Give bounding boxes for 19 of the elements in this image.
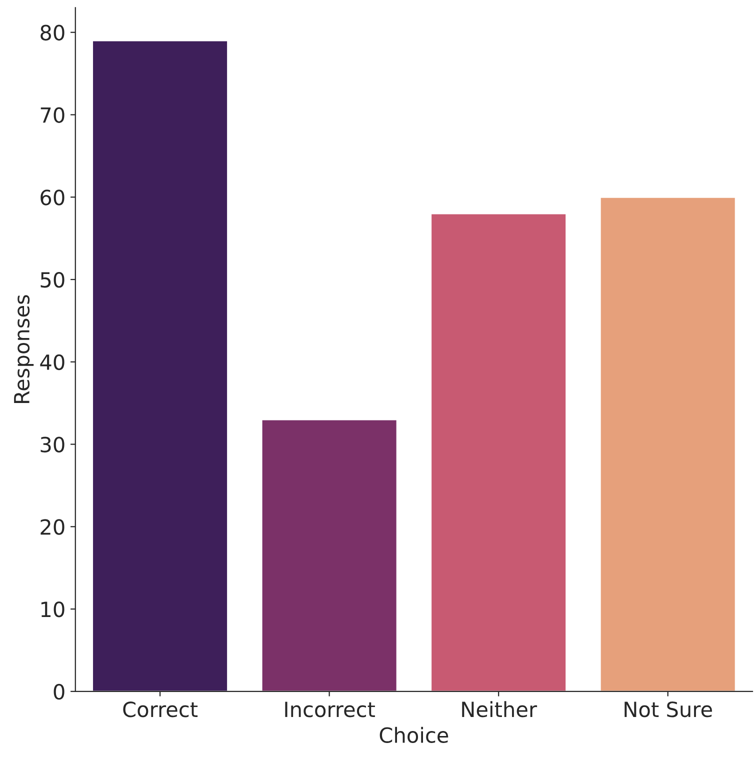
y-tick-label: 70 bbox=[40, 107, 64, 123]
y-tick-label: 0 bbox=[54, 684, 64, 700]
bar bbox=[92, 40, 228, 692]
x-tick-label: Incorrect bbox=[285, 702, 375, 718]
y-axis-title: Responses bbox=[14, 295, 34, 403]
y-tick-label: 10 bbox=[41, 601, 64, 618]
y-tick-label: 80 bbox=[40, 24, 64, 41]
x-axis-title: Choice bbox=[380, 726, 448, 743]
x-tick-label: Correct bbox=[123, 702, 198, 718]
y-tick-label: 50 bbox=[40, 272, 64, 288]
bar bbox=[260, 418, 398, 692]
x-tick-label: Not Sure bbox=[624, 702, 712, 718]
y-tick-label: 30 bbox=[40, 436, 64, 452]
y-tick-label: 40 bbox=[40, 354, 64, 370]
bar bbox=[430, 212, 567, 692]
x-tick-label: Neither bbox=[462, 701, 538, 718]
y-tick-label: 20 bbox=[40, 519, 64, 535]
y-tick-label: 60 bbox=[40, 190, 64, 206]
bar bbox=[599, 196, 736, 692]
